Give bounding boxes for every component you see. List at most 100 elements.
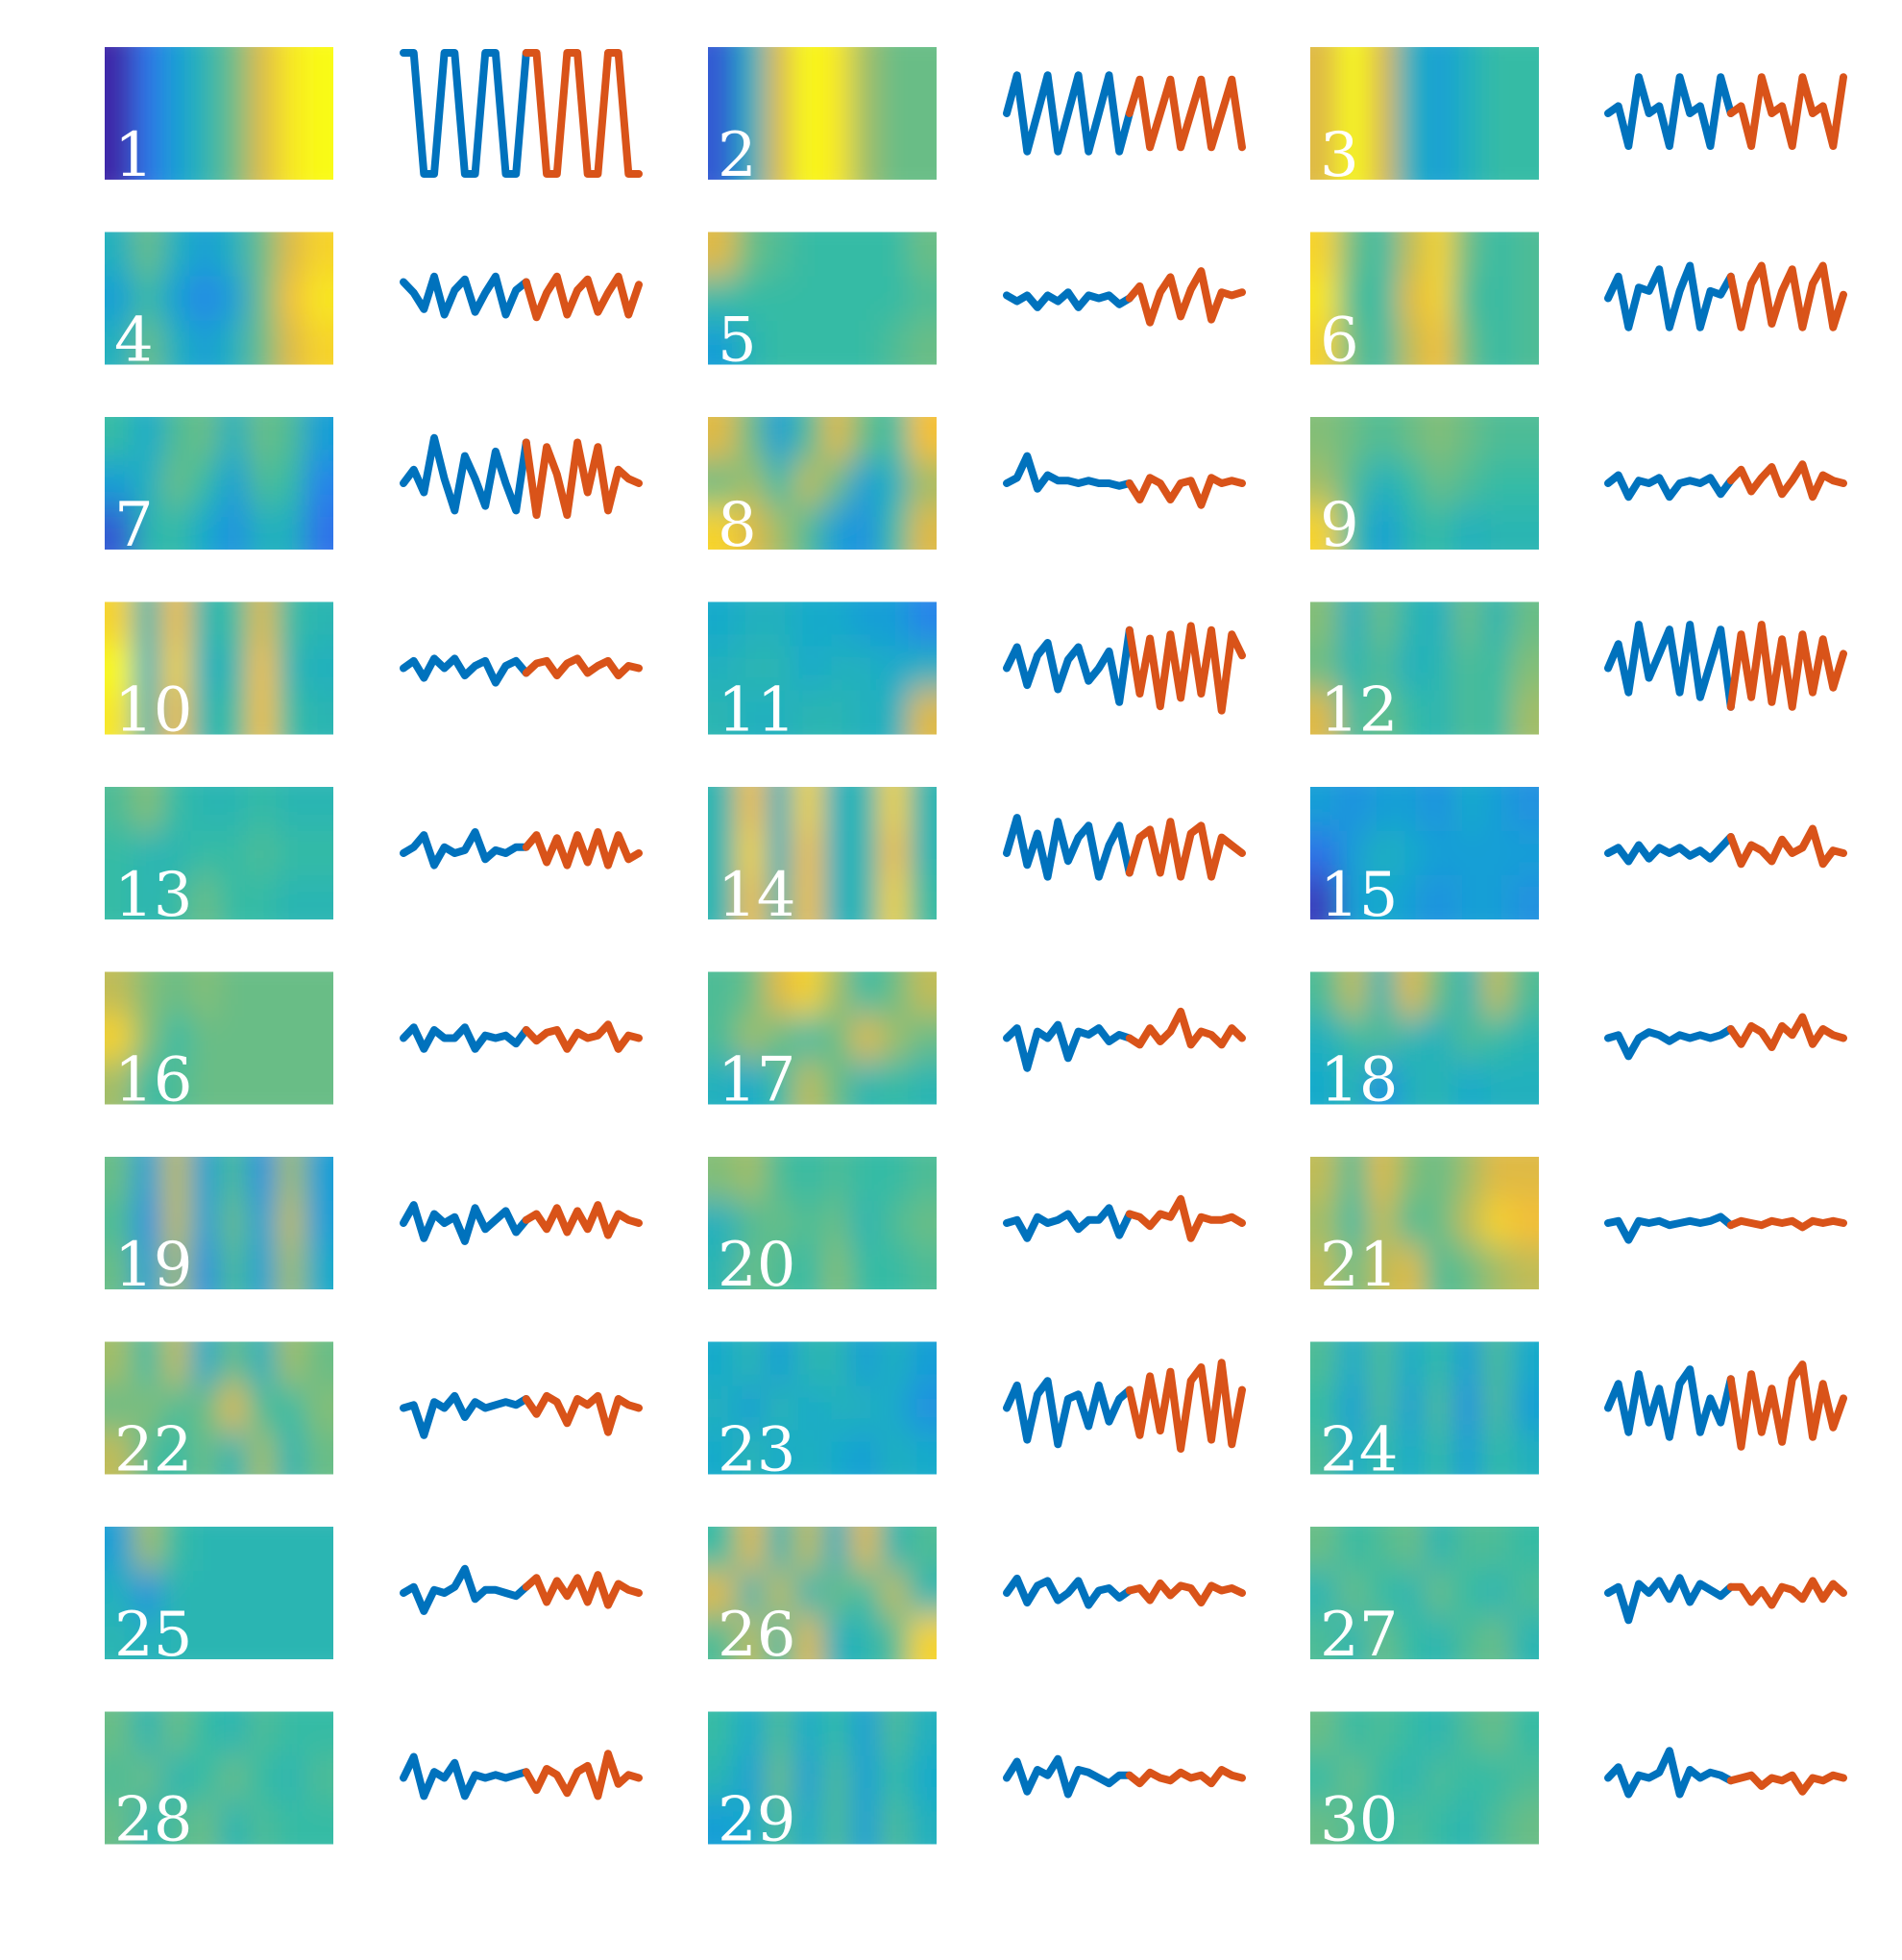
mode-heatmap-21: 21 <box>1310 1157 1539 1301</box>
signal-first-half <box>1003 288 1134 311</box>
mode-heatmap-26: 26 <box>708 1527 937 1671</box>
signal-first-half <box>400 828 530 870</box>
mode-signal-22 <box>400 1391 643 1439</box>
mode-number-label: 6 <box>1320 306 1359 377</box>
mode-heatmap-8: 8 <box>708 417 937 561</box>
mode-signal-2 <box>1003 71 1246 156</box>
signal-second-half <box>1726 1771 1847 1796</box>
mode-signal-1 <box>400 49 643 178</box>
mode-signal-17 <box>1003 1007 1246 1072</box>
signal-first-half <box>1604 73 1735 150</box>
mode-heatmap-17: 17 <box>708 971 937 1116</box>
mode-number-label: 30 <box>1320 1785 1398 1856</box>
mode-number-label: 21 <box>1320 1230 1398 1301</box>
mode-number-label: 7 <box>114 490 154 561</box>
mode-signal-15 <box>1604 824 1847 869</box>
mode-signal-7 <box>400 433 643 520</box>
signal-first-half <box>1003 71 1134 156</box>
signal-second-half <box>522 1391 643 1436</box>
mode-heatmap-20: 20 <box>708 1157 937 1301</box>
mode-signal-20 <box>1003 1194 1246 1242</box>
mode-heatmap-13: 13 <box>105 787 333 931</box>
mode-signal-5 <box>1003 267 1246 327</box>
signal-first-half <box>400 1201 530 1245</box>
mode-number-label: 22 <box>114 1415 192 1486</box>
mode-number-label: 20 <box>718 1230 795 1301</box>
mode-number-label: 13 <box>114 860 192 931</box>
signal-second-half <box>1726 824 1847 869</box>
signal-second-half <box>522 1201 643 1239</box>
mode-heatmap-7: 7 <box>105 417 333 561</box>
mode-signal-27 <box>1604 1574 1847 1625</box>
mode-number-label: 4 <box>114 306 154 377</box>
signal-first-half <box>1003 1020 1134 1072</box>
signal-second-half <box>522 49 643 178</box>
signal-first-half <box>400 1752 530 1801</box>
mode-heatmap-14: 14 <box>708 787 937 931</box>
mode-number-label: 1 <box>114 120 154 191</box>
mode-heatmap-11: 11 <box>708 601 937 747</box>
mode-heatmap-25: 25 <box>105 1527 333 1671</box>
signal-second-half <box>1125 1194 1246 1242</box>
mode-heatmap-30: 30 <box>1310 1711 1539 1856</box>
signal-second-half <box>522 438 643 520</box>
mode-signal-26 <box>1003 1574 1246 1609</box>
signal-first-half <box>400 1023 530 1053</box>
mode-signal-6 <box>1604 261 1847 331</box>
mode-heatmap-3: 3 <box>1310 47 1539 191</box>
signal-first-half <box>400 1564 530 1615</box>
signal-second-half <box>1726 73 1847 150</box>
mode-number-label: 10 <box>114 675 192 747</box>
signal-second-half <box>1726 261 1847 331</box>
signal-first-half <box>1604 1747 1735 1799</box>
mode-signal-24 <box>1604 1360 1847 1451</box>
mode-number-label: 2 <box>718 120 757 191</box>
signal-first-half <box>1604 1365 1735 1441</box>
mode-signal-9 <box>1604 460 1847 502</box>
mode-number-label: 28 <box>114 1785 192 1856</box>
signal-first-half <box>400 654 530 687</box>
mode-heatmap-9: 9 <box>1310 417 1539 561</box>
mode-signal-8 <box>1003 452 1246 509</box>
signal-first-half <box>1003 1377 1134 1449</box>
signal-first-half <box>1604 1213 1735 1244</box>
signal-first-half <box>1604 1574 1735 1625</box>
signal-first-half <box>1003 452 1134 493</box>
mode-heatmap-29: 29 <box>708 1711 937 1856</box>
mode-signal-21 <box>1604 1213 1847 1244</box>
signal-first-half <box>1003 1204 1134 1242</box>
mode-number-label: 12 <box>1320 675 1398 747</box>
signal-second-half <box>1726 1216 1847 1232</box>
mode-number-label: 15 <box>1320 860 1398 931</box>
signal-second-half <box>1125 474 1246 509</box>
signal-second-half <box>1726 1013 1847 1051</box>
mode-signal-23 <box>1003 1359 1246 1453</box>
mode-heatmap-6: 6 <box>1310 232 1539 377</box>
mode-signal-16 <box>400 1020 643 1053</box>
signal-second-half <box>522 1571 643 1609</box>
mode-signal-19 <box>400 1201 643 1245</box>
signal-first-half <box>1604 471 1735 502</box>
mode-signal-3 <box>1604 73 1847 150</box>
mode-signal-12 <box>1604 621 1847 711</box>
mode-heatmap-2: 2 <box>708 47 937 191</box>
signal-second-half <box>1125 818 1246 881</box>
mode-number-label: 5 <box>718 306 757 377</box>
signal-second-half <box>1125 1007 1246 1049</box>
mode-heatmap-27: 27 <box>1310 1527 1539 1671</box>
mode-signal-14 <box>1003 814 1246 881</box>
signal-first-half <box>1003 1754 1134 1799</box>
mode-heatmap-16: 16 <box>105 971 333 1116</box>
mode-signal-4 <box>400 272 643 322</box>
signal-first-half <box>1604 1025 1735 1061</box>
mode-number-label: 9 <box>1320 490 1359 561</box>
mode-heatmap-12: 12 <box>1310 601 1539 747</box>
signal-first-half <box>1604 833 1735 866</box>
signal-first-half <box>1003 625 1134 706</box>
signal-first-half <box>400 1391 530 1439</box>
mode-number-label: 18 <box>1320 1045 1398 1116</box>
signal-second-half <box>1726 1360 1847 1451</box>
mode-signal-29 <box>1003 1754 1246 1799</box>
signal-first-half <box>400 272 530 319</box>
